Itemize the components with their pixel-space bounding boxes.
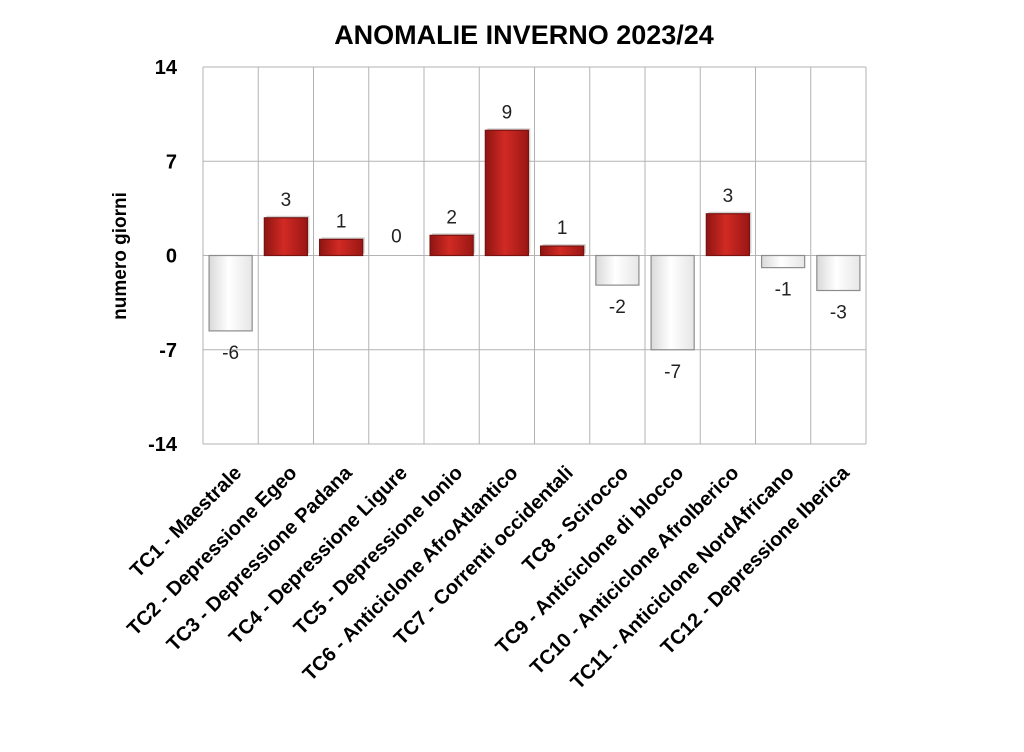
data-label: 1 [557,218,568,239]
bars [208,128,861,351]
y-tick-label: -14 [148,434,178,456]
y-tick-label: -7 [159,340,177,362]
data-label: 0 [391,227,402,248]
y-tick-label: 14 [155,57,178,79]
data-label: 3 [281,190,292,211]
bar-11 [760,254,806,269]
y-axis-label: numero giorni [110,192,131,320]
data-label: -6 [222,343,239,364]
data-labels: -6 3 1 0 2 9 1 -2 -7 3 -1 -3 [222,102,847,382]
bar-5 [429,234,474,257]
data-label: -7 [664,362,681,383]
bar-9 [650,254,695,351]
bar-1 [208,254,253,332]
data-label: 3 [723,186,734,207]
data-label: 9 [502,102,513,123]
y-tick-label: 7 [166,151,177,173]
data-label: -1 [775,280,792,301]
y-axis-ticks: 14 7 0 -7 -14 [148,57,178,456]
bar-6 [484,129,530,257]
data-label: 2 [446,207,457,228]
plot-grid [202,66,867,445]
data-label: -3 [830,303,847,324]
bar-2 [263,217,309,257]
y-tick-label: 0 [166,246,177,268]
chart-title: ANOMALIE INVERNO 2023/24 [334,20,714,50]
bar-7 [539,245,585,257]
bar-8 [595,254,640,286]
bar-3 [318,238,364,257]
data-label: 1 [336,211,347,232]
bar-12 [816,254,861,292]
data-label: -2 [609,297,626,318]
bar-10 [705,213,751,257]
